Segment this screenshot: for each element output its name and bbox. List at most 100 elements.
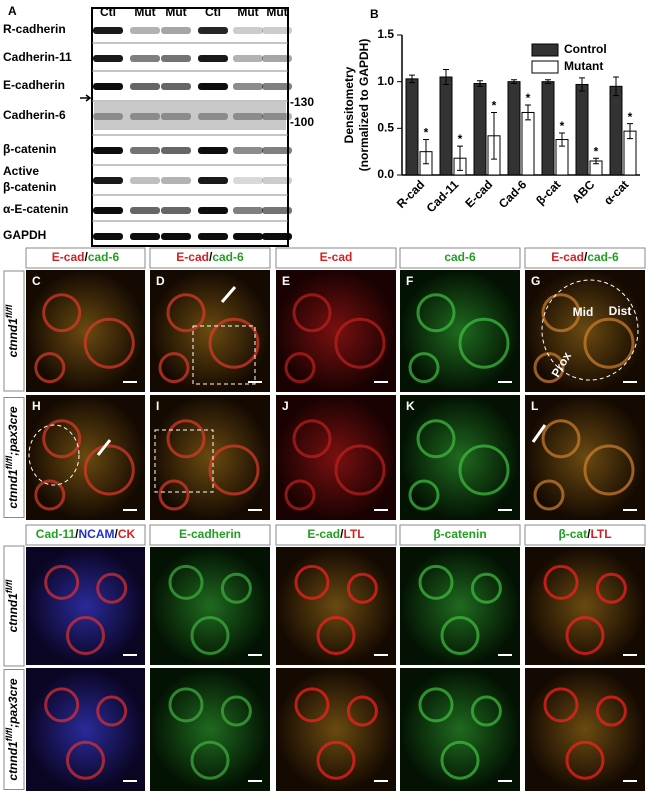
blot-row-label: GAPDH: [3, 228, 46, 242]
significance-mark: *: [526, 91, 531, 105]
micrograph: [400, 547, 520, 665]
blot-band: [161, 55, 191, 62]
genotype: ctnnd1: [6, 741, 20, 781]
x-tick-label: E-cad: [462, 177, 495, 210]
header-part: cad-6: [444, 250, 476, 264]
bar: [405, 78, 419, 176]
tubule: [190, 740, 230, 780]
blot-band: [130, 83, 160, 90]
column-header-box: [399, 524, 521, 546]
column-header-box: [399, 247, 521, 269]
significance-mark: *: [628, 110, 633, 124]
blot-band: [233, 207, 263, 214]
tubule: [543, 687, 579, 723]
bar: [521, 111, 535, 176]
arrow: [531, 424, 547, 443]
legend-label: Mutant: [564, 59, 603, 73]
tubule: [168, 687, 204, 723]
bar: [541, 81, 555, 176]
micrograph: [400, 668, 520, 791]
blot-band: [198, 55, 228, 62]
tubule: [418, 564, 454, 600]
tubule: [34, 479, 66, 511]
panel-letter: K: [406, 399, 415, 413]
arrow: [220, 286, 237, 303]
x-tick-label: Cad-6: [496, 177, 530, 211]
x-tick-label: Cad-11: [424, 177, 462, 215]
blot-band: [233, 233, 263, 240]
micrograph: [26, 395, 145, 520]
micrograph: [276, 395, 396, 520]
bar: [507, 81, 521, 176]
header-part: /: [587, 527, 591, 541]
header-part: /: [115, 527, 119, 541]
significance-mark: *: [424, 126, 429, 140]
genotype-suffix: ;pax3cre: [6, 406, 20, 456]
lane-label: Mut: [237, 5, 258, 19]
tubule: [470, 572, 502, 604]
blot-band: [130, 207, 160, 214]
header-part: E-cad: [320, 250, 353, 264]
tubule: [458, 444, 510, 496]
lane-label: Ctl: [100, 5, 116, 19]
tubule: [294, 564, 330, 600]
column-header: E-cad/LTL: [307, 527, 364, 541]
x-tick-label: R-cad: [394, 177, 427, 210]
blot-row-label: α-E-catenin: [3, 202, 68, 216]
header-part: /: [340, 527, 344, 541]
tubule: [208, 317, 260, 369]
micrograph: [150, 668, 270, 791]
blot-row-label: β-catenin: [3, 180, 56, 194]
tubule: [158, 352, 190, 384]
blot-band: [198, 113, 228, 120]
column-header: E-cad/cad-6: [176, 250, 244, 264]
blot-band: [93, 113, 123, 120]
tubule: [168, 564, 204, 600]
panel-letter: G: [531, 274, 540, 288]
row-label: ctnnd1fl/fl;pax3cre: [4, 406, 20, 509]
blot-band: [233, 55, 263, 62]
error-bar: [545, 79, 551, 85]
micrograph: [150, 547, 270, 665]
legend-swatch: [531, 60, 559, 74]
tubule: [408, 352, 440, 384]
micrograph: [150, 395, 270, 520]
tubule: [470, 695, 502, 727]
column-header-box: [149, 247, 271, 269]
blot-band: [161, 27, 191, 34]
tubule: [440, 740, 480, 780]
header-part: β-cat: [558, 527, 587, 541]
row-label: ctnnd1fl/fl;pax3cre: [4, 678, 20, 781]
blot-band: [130, 233, 160, 240]
y-tick-label: 0.5: [377, 121, 394, 135]
row-label: ctnnd1fl/fl: [4, 579, 20, 632]
column-header-box: [25, 247, 146, 269]
tubule: [334, 444, 386, 496]
blot-band: [130, 147, 160, 154]
tubule: [34, 352, 66, 384]
tubule: [83, 317, 135, 369]
error-bar: [409, 74, 415, 84]
tubule: [533, 352, 565, 384]
tubule: [166, 293, 206, 333]
error-bar: [525, 104, 531, 121]
error-bar: [457, 145, 463, 171]
tubule: [42, 419, 82, 459]
panel-letter: E: [282, 274, 290, 288]
tubule: [595, 572, 627, 604]
blot-row-label: β-catenin: [3, 142, 56, 156]
arrow: [96, 439, 112, 456]
panel-letter: L: [531, 399, 538, 413]
blot-band: [262, 83, 292, 90]
tubule: [583, 317, 635, 369]
panel-letter: H: [32, 399, 41, 413]
error-bar: [491, 111, 497, 160]
blot-row-label: Active: [3, 164, 39, 178]
column-header-box: [275, 247, 397, 269]
tubule: [158, 479, 190, 511]
y-tick-label: 1.5: [377, 27, 394, 41]
lane-label: Mut: [134, 5, 155, 19]
column-header-box: [149, 524, 271, 546]
blot-band: [198, 207, 228, 214]
tubule: [83, 444, 135, 496]
